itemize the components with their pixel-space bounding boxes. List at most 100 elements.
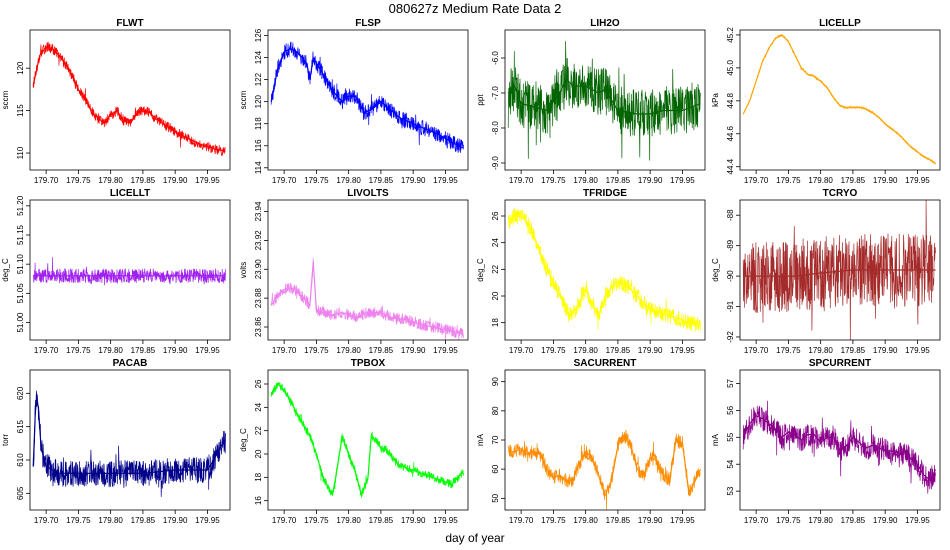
panel-licellp: LICELLP 179.70 179.75 179.80 179.85 179.90 179…	[711, 18, 941, 185]
y-tick-label: 22	[254, 426, 263, 435]
x-tick-label: 179.90	[873, 346, 898, 355]
y-tick-label: 23.86	[254, 316, 263, 337]
y-tick-label: 51.20	[16, 195, 25, 216]
y-axis-label: deg_C	[239, 428, 248, 452]
panel-title: FLWT	[116, 18, 143, 29]
x-tick-label: 179.75	[66, 516, 91, 525]
y-tick-label: 126	[254, 28, 263, 42]
y-tick-label: 115	[16, 104, 25, 117]
y-tick-label: 44.4	[726, 158, 735, 174]
y-tick-label: 51.15	[16, 224, 25, 245]
x-tick-label: 179.90	[638, 516, 663, 525]
y-tick-label: -7.0	[491, 86, 500, 100]
x-tick-label: 179.85	[606, 516, 631, 525]
y-tick-label: 44.6	[726, 125, 735, 141]
panel-title: TPBOX	[351, 358, 386, 369]
x-tick-label: 179.75	[776, 516, 801, 525]
panel-title: PACAB	[113, 358, 148, 369]
y-tick-label: 56	[726, 405, 735, 414]
panel-title: SPCURRENT	[809, 358, 871, 369]
trend-line-flwt	[32, 46, 226, 152]
panel-title: LICELLT	[110, 188, 150, 199]
y-tick-label: -90	[726, 270, 735, 282]
plot-frame	[29, 199, 231, 341]
x-tick-label: 179.80	[808, 516, 833, 525]
x-tick-label: 179.75	[66, 176, 91, 185]
y-tick-label: 60	[491, 464, 500, 473]
y-tick-label: 26	[254, 379, 263, 388]
y-tick-label: -6.0	[491, 51, 500, 65]
x-tick-label: 179.90	[163, 346, 188, 355]
y-axis-label: torr	[1, 434, 10, 446]
x-tick-label: 179.95	[670, 176, 695, 185]
x-tick-label: 179.85	[606, 346, 631, 355]
trend-line-livolts	[270, 262, 464, 335]
y-tick-label: 610	[16, 453, 25, 467]
x-tick-label: 179.85	[841, 176, 866, 185]
x-tick-label: 179.80	[98, 176, 123, 185]
y-tick-label: 114	[254, 161, 263, 174]
x-tick-label: 179.75	[776, 176, 801, 185]
x-tick-label: 179.85	[131, 176, 156, 185]
y-axis-label: kPa	[711, 93, 720, 107]
x-tick-label: 179.70	[272, 516, 297, 525]
y-tick-label: -88	[726, 209, 735, 221]
x-tick-label: 179.70	[272, 176, 297, 185]
trend-line-spcurrent	[742, 415, 937, 482]
plot-frame	[29, 29, 231, 171]
y-axis-label: sccm	[239, 90, 248, 109]
y-tick-label: 70	[491, 435, 500, 444]
panel-lih2o: LIH2O 179.70 179.75 179.80 179.85 179.90 179.9…	[476, 18, 706, 185]
y-tick-label: 620	[16, 386, 25, 400]
trend-line-lih2o	[507, 77, 701, 115]
x-tick-label: 179.70	[744, 346, 769, 355]
y-axis-label: volts	[239, 262, 248, 278]
y-tick-label: -89	[726, 239, 735, 251]
x-tick-label: 179.75	[304, 176, 329, 185]
y-tick-label: 120	[254, 94, 263, 108]
trend-line-flsp	[270, 48, 464, 149]
y-tick-label: 605	[16, 486, 25, 500]
x-tick-label: 179.85	[606, 176, 631, 185]
panel-title: LIH2O	[590, 18, 620, 29]
y-tick-label: 80	[491, 406, 500, 415]
x-tick-label: 179.70	[34, 516, 59, 525]
y-tick-label: 45.0	[726, 60, 735, 76]
x-tick-label: 179.80	[98, 516, 123, 525]
y-tick-label: 18	[254, 472, 263, 481]
x-tick-label: 179.95	[195, 346, 220, 355]
panel-pacab: PACAB 179.70 179.75 179.80 179.85 179.90 179.9…	[1, 358, 231, 525]
x-tick-label: 179.95	[433, 516, 458, 525]
x-tick-label: 179.80	[336, 346, 361, 355]
y-tick-label: 23.94	[254, 201, 263, 222]
x-tick-label: 179.85	[841, 346, 866, 355]
y-axis-label: mA	[711, 433, 720, 446]
x-tick-label: 179.80	[336, 176, 361, 185]
plot-frame	[29, 369, 231, 511]
y-tick-label: 120	[16, 61, 25, 75]
y-tick-label: 124	[254, 50, 263, 64]
x-tick-label: 179.70	[509, 176, 534, 185]
x-tick-label: 179.90	[401, 346, 426, 355]
y-tick-label: 50	[491, 493, 500, 502]
series-line-licellp	[742, 34, 936, 165]
x-tick-label: 179.75	[66, 346, 91, 355]
x-tick-label: 179.90	[163, 516, 188, 525]
trend-line-pacab	[32, 399, 226, 474]
x-tick-label: 179.75	[541, 346, 566, 355]
y-tick-label: -9.0	[491, 156, 500, 170]
x-tick-label: 179.95	[433, 346, 458, 355]
x-tick-label: 179.85	[369, 516, 394, 525]
x-tick-label: 179.75	[304, 346, 329, 355]
y-tick-label: 51.10	[16, 254, 25, 275]
y-tick-label: 24	[491, 238, 500, 247]
y-tick-label: 53	[726, 486, 735, 495]
x-tick-label: 179.80	[573, 516, 598, 525]
x-tick-label: 179.90	[401, 516, 426, 525]
x-tick-label: 179.95	[905, 176, 930, 185]
x-tick-label: 179.80	[573, 346, 598, 355]
y-tick-label: 23.88	[254, 288, 263, 309]
y-tick-label: 110	[16, 146, 25, 159]
x-tick-label: 179.90	[163, 176, 188, 185]
y-tick-label: 18	[491, 318, 500, 327]
